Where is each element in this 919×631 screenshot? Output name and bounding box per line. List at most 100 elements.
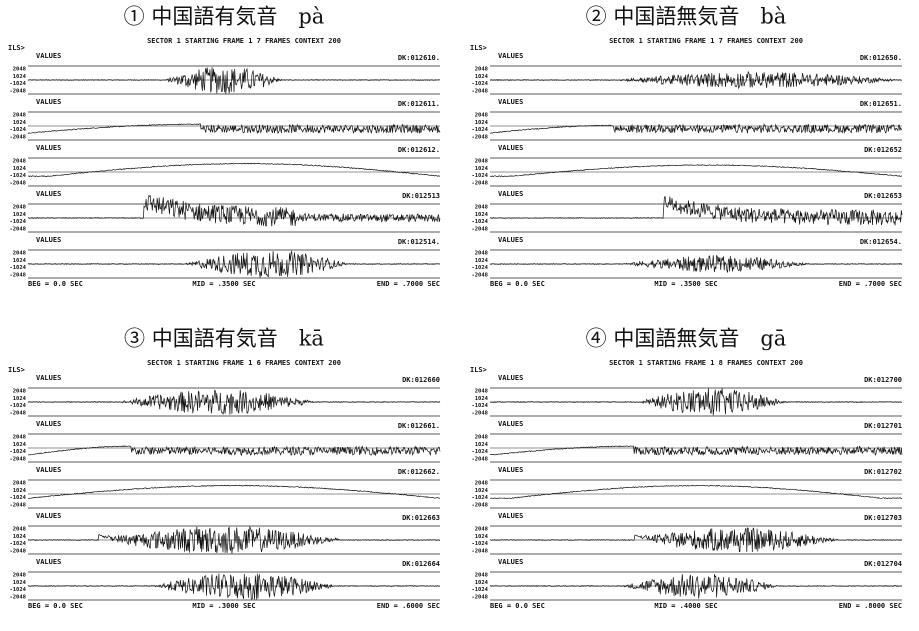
- channel-label: VALUES: [498, 466, 523, 474]
- amplitude-label: 2048: [13, 527, 26, 533]
- amplitude-label: -2048: [9, 134, 26, 140]
- amplitude-label: 2048: [475, 389, 488, 395]
- channel-label: VALUES: [36, 558, 61, 566]
- channel-label: VALUES: [36, 420, 61, 428]
- panel-header: SECTOR 1 STARTING FRAME 1 7 FRAMES CONTE…: [147, 37, 341, 45]
- channel-label: VALUES: [498, 236, 523, 244]
- amplitude-label: 1024: [475, 120, 489, 126]
- waveform: [28, 196, 440, 227]
- amplitude-label: -1024: [9, 541, 26, 547]
- channel-label: VALUES: [498, 98, 523, 106]
- channel-id: DK:012660: [402, 376, 440, 384]
- channel-id: DK:012661.: [398, 422, 440, 430]
- amplitude-label: 1024: [13, 488, 27, 494]
- panel-title: ① 中国語有気音 pà: [124, 5, 325, 29]
- waveform: [28, 67, 440, 94]
- amplitude-label: -2048: [471, 548, 488, 554]
- amplitude-label: -2048: [471, 180, 488, 186]
- channel-label: VALUES: [498, 190, 523, 198]
- amplitude-label: 2048: [13, 205, 26, 211]
- amplitude-label: 2048: [475, 481, 488, 487]
- amplitude-label: 1024: [13, 212, 27, 218]
- footer-beg: BEG = 0.0 SEC: [490, 602, 545, 610]
- footer-end: END = .7000 SEC: [839, 280, 902, 288]
- channel-label: VALUES: [498, 420, 523, 428]
- waveform: [28, 485, 440, 498]
- waveform: [490, 124, 902, 133]
- channel-label: VALUES: [498, 144, 523, 152]
- channel-id: DK:012663: [402, 514, 440, 522]
- amplitude-label: 1024: [13, 580, 27, 586]
- amplitude-label: -1024: [9, 587, 26, 593]
- waveform: [28, 527, 440, 554]
- channel-id: DK:012664: [402, 560, 440, 568]
- amplitude-label: 2048: [13, 435, 26, 441]
- amplitude-label: -1024: [9, 449, 26, 455]
- waveform: [490, 197, 902, 226]
- prompt: ILS>: [470, 366, 487, 374]
- waveform: [490, 446, 902, 455]
- amplitude-label: -2048: [9, 180, 26, 186]
- channel-label: VALUES: [36, 466, 61, 474]
- panel-header: SECTOR 1 STARTING FRAME 1 8 FRAMES CONTE…: [609, 359, 803, 367]
- amplitude-label: -2048: [9, 88, 26, 94]
- amplitude-label: 1024: [475, 212, 489, 218]
- amplitude-label: -2048: [9, 548, 26, 554]
- amplitude-label: 2048: [475, 159, 488, 165]
- channel-id: DK:012653: [864, 192, 902, 200]
- channel-id: DK:012611.: [398, 100, 440, 108]
- amplitude-label: -2048: [471, 272, 488, 278]
- amplitude-label: -1024: [9, 265, 26, 271]
- channel-label: VALUES: [36, 144, 61, 152]
- amplitude-label: 1024: [475, 166, 489, 172]
- waveform: [28, 446, 440, 455]
- prompt: ILS>: [470, 44, 487, 52]
- footer-end: END = .7000 SEC: [377, 280, 440, 288]
- channel-id: DK:012702: [864, 468, 902, 476]
- amplitude-label: 2048: [13, 389, 26, 395]
- channel-id: DK:012514.: [398, 238, 440, 246]
- amplitude-label: -1024: [9, 127, 26, 133]
- amplitude-label: -2048: [471, 88, 488, 94]
- amplitude-label: 1024: [475, 488, 489, 494]
- footer-mid: MID = .3500 SEC: [654, 280, 717, 288]
- amplitude-label: -2048: [471, 502, 488, 508]
- amplitude-label: -1024: [471, 219, 488, 225]
- channel-label: VALUES: [36, 374, 61, 382]
- amplitude-label: 2048: [475, 527, 488, 533]
- amplitude-label: 2048: [475, 251, 488, 257]
- figure: ① 中国語有気音 pà SECTOR 1 STARTING FRAME 1 7 F…: [0, 0, 919, 631]
- amplitude-label: 2048: [475, 205, 488, 211]
- channel-id: DK:012662.: [398, 468, 440, 476]
- amplitude-label: -1024: [471, 495, 488, 501]
- amplitude-label: 1024: [13, 534, 27, 540]
- channel-label: VALUES: [36, 190, 61, 198]
- channel-id: DK:012650.: [860, 54, 902, 62]
- amplitude-label: 2048: [13, 573, 26, 579]
- channel-label: VALUES: [36, 52, 61, 60]
- amplitude-label: 1024: [13, 74, 27, 80]
- waveform: [28, 251, 440, 277]
- amplitude-label: 2048: [475, 573, 488, 579]
- footer-mid: MID = .3500 SEC: [192, 280, 255, 288]
- channel-label: VALUES: [498, 374, 523, 382]
- amplitude-label: -2048: [9, 410, 26, 416]
- channel-label: VALUES: [36, 236, 61, 244]
- amplitude-label: -1024: [9, 81, 26, 87]
- footer-end: END = .6000 SEC: [377, 602, 440, 610]
- amplitude-label: 2048: [13, 67, 26, 73]
- panel-title: ② 中国語無気音 bà: [586, 5, 787, 29]
- channel-id: DK:012651.: [860, 100, 902, 108]
- panel-header: SECTOR 1 STARTING FRAME 1 6 FRAMES CONTE…: [147, 359, 341, 367]
- waveform: [28, 124, 440, 134]
- footer-beg: BEG = 0.0 SEC: [28, 280, 83, 288]
- amplitude-label: -2048: [471, 134, 488, 140]
- waveform: [28, 390, 440, 415]
- waveform: [490, 165, 902, 177]
- amplitude-label: 1024: [13, 396, 27, 402]
- channel-id: DK:012612.: [398, 146, 440, 154]
- footer-beg: BEG = 0.0 SEC: [28, 602, 83, 610]
- channel-id: DK:012703: [864, 514, 902, 522]
- amplitude-label: 1024: [475, 396, 489, 402]
- amplitude-label: -1024: [9, 403, 26, 409]
